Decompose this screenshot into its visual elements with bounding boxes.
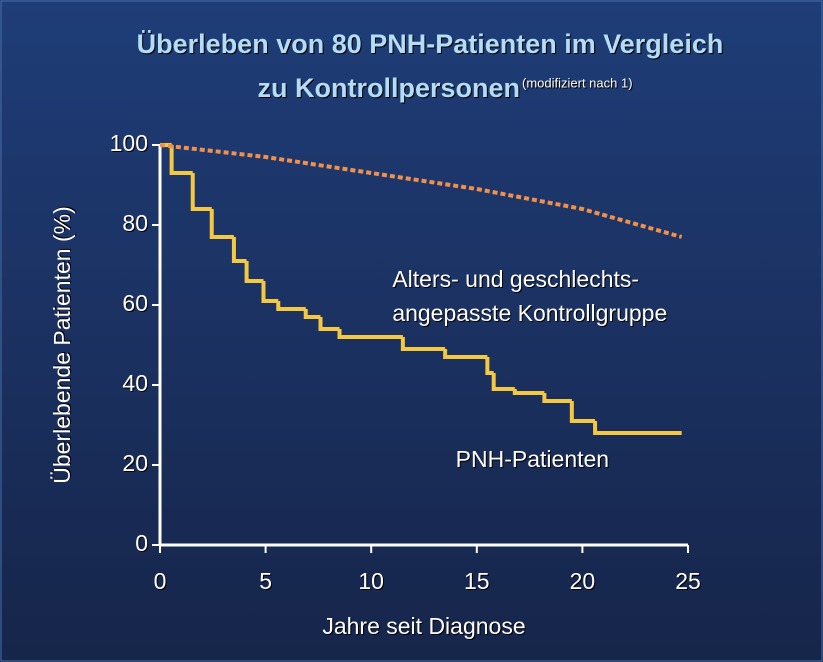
survival-step xyxy=(190,173,212,211)
survival-step xyxy=(593,421,682,435)
survival-step xyxy=(231,237,247,263)
survival-step xyxy=(261,281,279,303)
y-tick-label: 20 xyxy=(122,450,148,476)
survival-step xyxy=(485,357,494,375)
y-tick-label: 80 xyxy=(122,210,148,236)
survival-step xyxy=(569,401,596,423)
survival-step xyxy=(318,317,340,331)
survival-step xyxy=(276,301,306,311)
survival-step xyxy=(303,309,321,319)
x-tick-label: 15 xyxy=(464,568,490,594)
x-tick-label: 0 xyxy=(154,568,167,594)
chart-title: zu Kontrollpersonen xyxy=(258,73,521,103)
x-axis-label: Jahre seit Diagnose xyxy=(322,613,525,639)
survival-step xyxy=(491,373,515,391)
survival-step xyxy=(337,329,403,339)
y-tick-label: 0 xyxy=(135,530,148,556)
y-tick-label: 100 xyxy=(110,130,148,156)
survival-step xyxy=(542,393,572,403)
control-line xyxy=(159,143,683,239)
survival-step xyxy=(244,261,264,283)
survival-step xyxy=(169,145,193,175)
y-axis-label: Überlebende Patienten (%) xyxy=(49,206,75,483)
x-tick-label: 10 xyxy=(358,568,384,594)
survival-step xyxy=(443,349,488,359)
chart-title: Überleben von 80 PNH-Patienten im Vergle… xyxy=(137,29,724,59)
x-tick-label: 25 xyxy=(675,568,701,594)
y-tick-label: 40 xyxy=(122,370,148,396)
x-tick-label: 5 xyxy=(259,568,272,594)
x-tick-label: 20 xyxy=(570,568,596,594)
title-note: (modifiziert nach 1) xyxy=(522,75,633,90)
annotation: Alters- und geschlechts- xyxy=(392,266,639,292)
annotation: angepasste Kontrollgruppe xyxy=(392,300,667,326)
annotation: PNH-Patienten xyxy=(456,446,609,472)
y-tick-label: 60 xyxy=(122,290,148,316)
survival-step xyxy=(400,337,446,351)
survival-step xyxy=(209,209,234,239)
survival-step xyxy=(512,389,545,395)
